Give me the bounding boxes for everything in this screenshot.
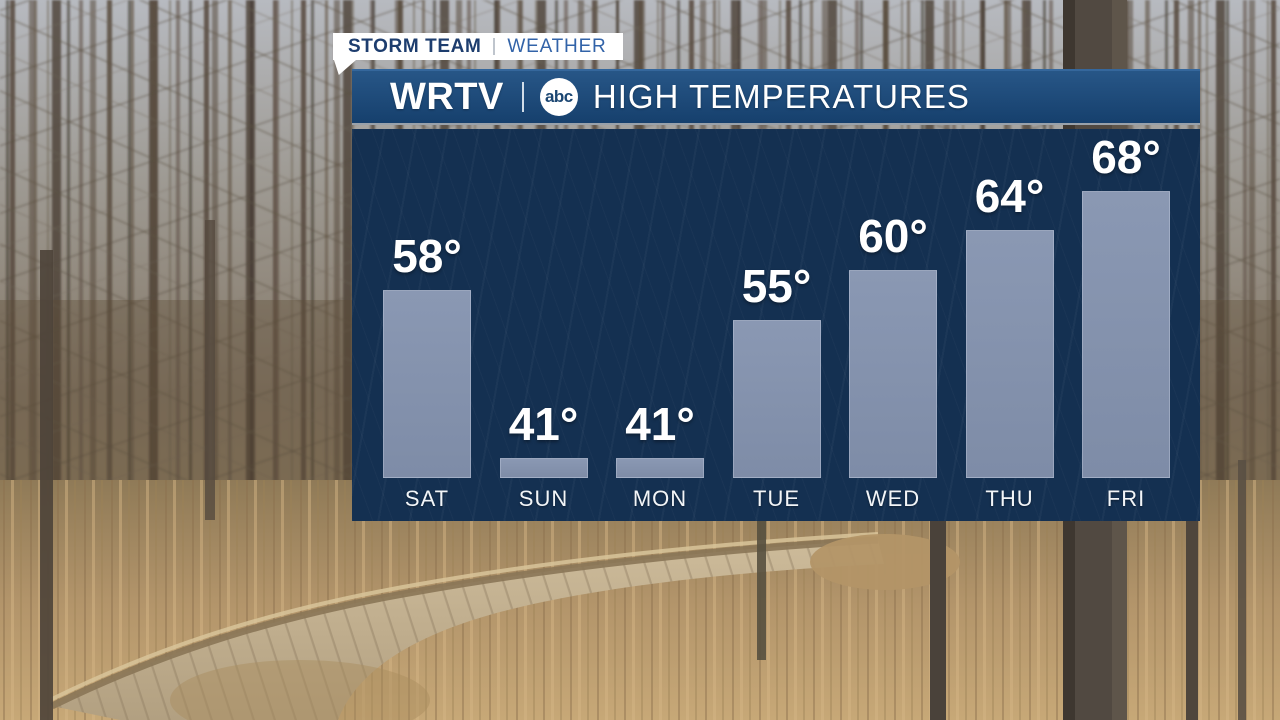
day-label: WED (865, 486, 921, 511)
temperature-bar (383, 290, 471, 478)
bar-value-label: 64° (974, 170, 1045, 222)
day-label: TUE (753, 486, 800, 511)
temperature-bar (732, 320, 821, 478)
temperature-bar (616, 458, 704, 478)
bar-column-sat: 58° SAT (383, 129, 471, 521)
storm-team-badge: STORM TEAM WEATHER (333, 33, 623, 60)
weather-section-label: WEATHER (507, 35, 607, 57)
bar-value-label: 41° (625, 398, 695, 450)
temperature-bar (1082, 191, 1170, 478)
abc-network-icon: abc (539, 78, 578, 116)
panel-header: WRTV abc HIGH TEMPERATURES (352, 69, 1200, 125)
station-logo: WRTV (390, 75, 504, 118)
storm-team-label: STORM TEAM (348, 35, 482, 57)
header-divider (521, 82, 524, 112)
forecast-panel: WRTV abc HIGH TEMPERATURES 58° SAT 41° SUN 4… (352, 69, 1200, 521)
bar-column-tue: 55° TUE (732, 129, 821, 521)
day-label: FRI (1106, 486, 1146, 511)
bar-column-wed: 60° WED (849, 129, 937, 521)
abc-network-text: abc (544, 87, 573, 106)
day-label: THU (985, 486, 1034, 511)
day-label: MON (632, 486, 688, 511)
bar-column-sun: 41° SUN (499, 129, 588, 521)
bar-column-mon: 41° MON (616, 129, 704, 521)
badge-divider (493, 38, 496, 55)
temperature-bar (499, 458, 588, 478)
day-label: SUN (518, 486, 569, 511)
bar-value-label: 60° (858, 210, 928, 262)
bar-column-thu: 64° THU (965, 129, 1054, 521)
bar-value-label: 68° (1091, 131, 1161, 183)
day-label: SAT (404, 486, 450, 511)
bar-column-fri: 68° FRI (1082, 129, 1170, 521)
chart-title: HIGH TEMPERATURES (592, 78, 970, 115)
bar-value-label: 55° (741, 260, 812, 312)
temperature-bar-chart: 58° SAT 41° SUN 41° MON 55° TUE 60° WED 64° THU 68° F… (352, 129, 1200, 521)
temperature-bar (965, 230, 1054, 478)
bar-value-label: 58° (392, 230, 462, 282)
temperature-bar (849, 270, 937, 478)
bar-value-label: 41° (508, 398, 579, 450)
